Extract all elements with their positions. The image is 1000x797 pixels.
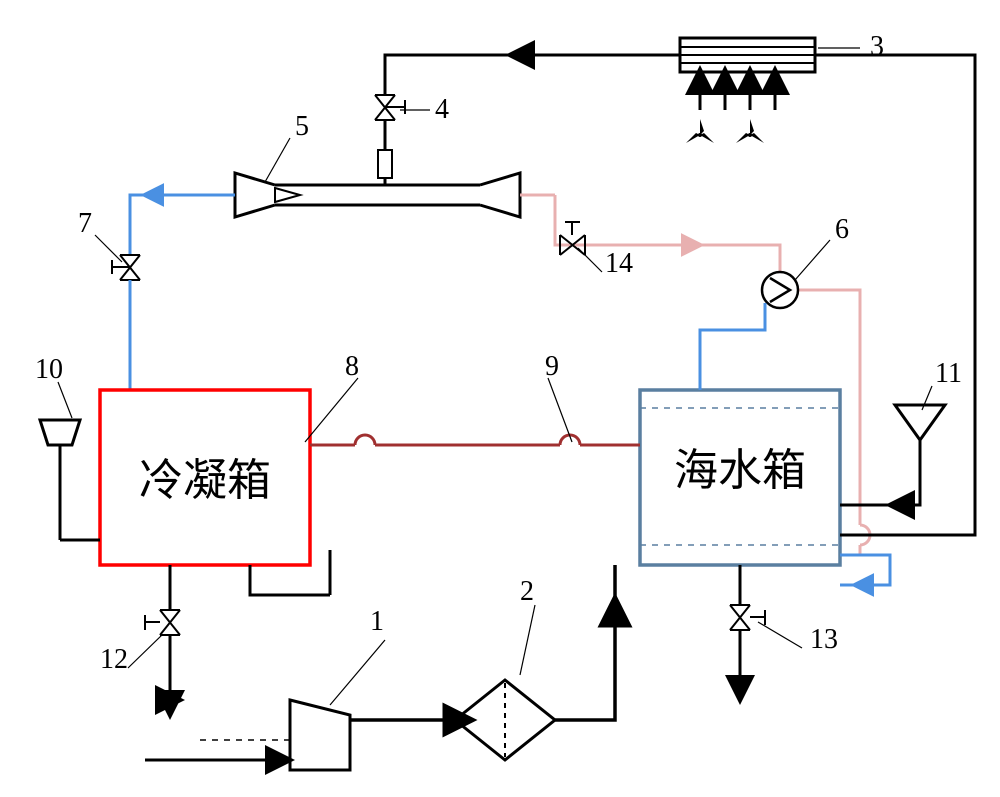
label-11: 11 <box>935 358 962 389</box>
component-4-valve <box>375 95 405 120</box>
component-10-collector <box>40 420 100 540</box>
label-9: 9 <box>545 351 559 382</box>
leader-lines <box>58 48 932 705</box>
system-diagram: 冷凝箱 海水箱 <box>0 0 1000 797</box>
seawater-box: 海水箱 <box>640 390 840 565</box>
label-4: 4 <box>435 94 449 125</box>
component-1-pump <box>290 700 350 770</box>
label-8: 8 <box>345 351 359 382</box>
fan-icon <box>686 119 764 143</box>
seawater-label: 海水箱 <box>674 446 806 495</box>
label-3: 3 <box>870 31 884 62</box>
label-13: 13 <box>810 624 838 655</box>
condenser-box: 冷凝箱 <box>100 390 310 565</box>
component-6-pump <box>762 272 798 308</box>
label-14: 14 <box>605 248 633 279</box>
component-12-valve <box>145 610 180 635</box>
label-12: 12 <box>100 644 128 675</box>
component-2-filter <box>455 680 555 760</box>
label-7: 7 <box>78 208 92 239</box>
labels: 1 2 3 4 5 6 7 8 9 10 11 12 13 14 <box>35 31 962 675</box>
condenser-label: 冷凝箱 <box>139 456 271 505</box>
component-3-heat-exchanger <box>680 38 815 143</box>
label-6: 6 <box>835 214 849 245</box>
label-5: 5 <box>295 111 309 142</box>
component-7-valve <box>112 255 140 280</box>
component-5-ejector <box>235 173 520 217</box>
label-2: 2 <box>520 576 534 607</box>
label-1: 1 <box>370 606 384 637</box>
component-13-valve <box>730 605 765 630</box>
label-10: 10 <box>35 354 63 385</box>
component-14-valve <box>560 222 585 255</box>
